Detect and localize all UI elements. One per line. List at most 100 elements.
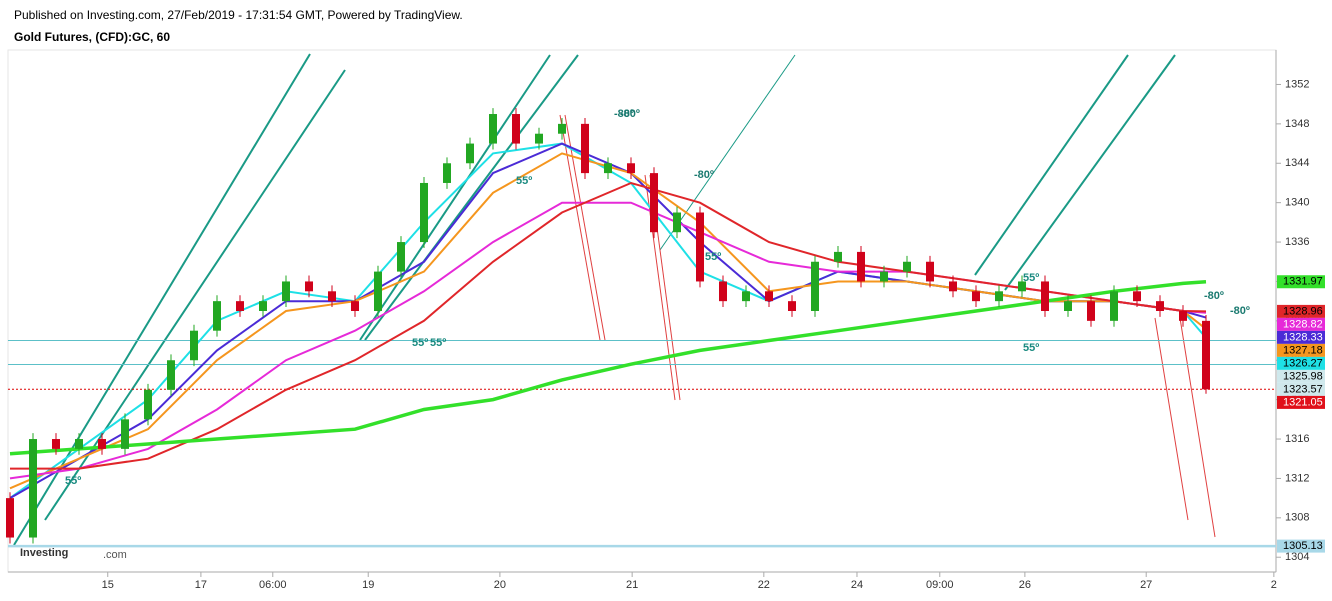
logo-suffix: .com [103,549,127,561]
x-tick-label: 09:00 [926,579,954,591]
annotation: -80º [1230,305,1250,317]
candle-body [466,143,474,164]
y-tick-label: 1304 [1285,551,1309,563]
candle-body [696,212,704,282]
annotation: 55º [412,337,428,349]
price-label-box [1277,356,1325,370]
candle-body [742,291,750,302]
candle-body [351,301,359,311]
candle-body [98,439,106,449]
x-tick-label: 20 [494,579,506,591]
y-tick-label: 1336 [1285,236,1309,248]
candle-body [397,242,405,272]
price-label: 1328.33 [1283,331,1323,343]
candle-body [834,251,842,262]
price-label: 1326.27 [1283,357,1323,369]
y-tick-label: 1344 [1285,157,1309,169]
x-tick-label: 26 [1019,579,1031,591]
price-label-box [1277,369,1325,383]
candle-body [328,291,336,302]
price-label: 1325.98 [1283,370,1323,382]
candle-body [144,389,152,420]
candle-body [719,281,727,302]
annotation: 55º [705,251,721,263]
candle-body [121,419,129,449]
candle-body [949,281,957,292]
price-label-box [1277,330,1325,344]
candle-body [29,439,37,538]
candle-body [420,182,428,243]
candle-body [443,163,451,183]
candle-body [305,281,313,292]
x-tick-label: 2 [1271,579,1277,591]
annotation: -80º [694,169,714,181]
x-tick-label: 15 [102,579,114,591]
y-tick-label: 1312 [1285,472,1309,484]
candle-body [213,301,221,331]
candle-body [581,123,589,174]
candle-body [903,261,911,272]
candle-body [995,291,1003,302]
candle-body [650,173,658,233]
candle-body [558,123,566,134]
candle-body [167,360,175,390]
annotation: -80º [614,108,634,120]
y-tick-label: 1308 [1285,512,1309,524]
candle-body [535,133,543,144]
candle-body [765,291,773,302]
candle-body [1041,281,1049,311]
price-label-box [1277,395,1325,409]
y-tick-label: 1352 [1285,78,1309,90]
annotation: -80º [1204,290,1224,302]
candle-body [811,261,819,311]
x-tick-label: 24 [851,579,863,591]
x-tick-label: 17 [195,579,207,591]
candle-body [6,498,14,538]
candle-body [489,114,497,144]
annotation: 55º [1023,272,1039,284]
annotation: 55º [516,175,532,187]
price-label: 1327.18 [1283,344,1323,356]
candle-body [972,291,980,302]
candle-body [190,330,198,361]
x-tick-label: 22 [758,579,770,591]
y-tick-label: 1348 [1285,118,1309,130]
price-label: 1328.96 [1283,305,1323,317]
candle-body [788,301,796,311]
price-label: 1321.05 [1283,396,1323,408]
annotation: 55º [430,337,446,349]
candle-body [1202,320,1210,390]
y-tick-label: 1340 [1285,197,1309,209]
candle-body [236,301,244,311]
x-tick-label: 27 [1140,579,1152,591]
price-label: 1331.97 [1283,276,1323,288]
price-label-box [1277,317,1325,331]
x-tick-label: 21 [626,579,638,591]
candle-body [374,271,382,311]
candle-body [926,261,934,282]
price-label-box [1277,343,1325,357]
candle-body [1156,301,1164,311]
candle-body [1110,291,1118,321]
price-label-box [1277,275,1325,289]
published-line: Published on Investing.com, 27/Feb/2019 … [14,8,463,22]
candle-body [857,251,865,282]
gann-drawings [13,53,1216,546]
candle-body [1087,301,1095,321]
candle-body [259,301,267,311]
annotation: -80º [620,108,640,120]
candle-body [627,163,635,174]
candle-body [282,281,290,302]
candle-body [75,439,83,449]
candle-body [1018,281,1026,292]
price-label-box [1277,304,1325,318]
x-tick-label: 19 [362,579,374,591]
annotation: 55º [65,475,81,487]
candle-body [880,271,888,282]
candle-body [1133,291,1141,302]
candle-body [52,439,60,449]
price-label-box [1277,539,1325,553]
y-tick-label: 1316 [1285,433,1309,445]
logo: Investing [20,547,68,559]
